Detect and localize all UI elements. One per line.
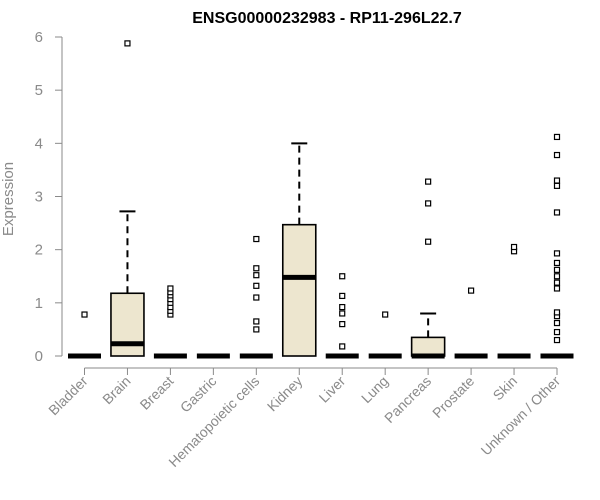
outlier-point [253,272,260,279]
outlier-point [425,238,432,245]
outlier-point [81,311,88,318]
chart-title: ENSG00000232983 - RP11-296L22.7 [192,10,462,27]
outlier-point [339,273,346,280]
box-group [153,285,187,359]
outlier-point [167,285,174,292]
outlier-point [553,250,561,257]
outlier-point [553,319,561,327]
outlier-point [382,311,389,318]
box-group [325,273,359,359]
outlier-point [253,318,260,325]
outlier-point [339,343,346,350]
outlier-point [553,266,561,273]
box-group [454,287,488,359]
outlier-point [253,326,260,333]
outlier-point [553,285,561,292]
x-tick-label: Kidney [264,373,306,415]
box-group [281,142,317,357]
x-tick-label: Gastric [177,373,220,416]
x-tick-label: Prostate [429,373,477,421]
outlier-point [553,177,561,184]
outlier-point [553,209,561,216]
outlier-point [553,336,561,344]
outlier-point [553,273,561,280]
boxes [68,40,574,359]
box-group [540,133,574,359]
outlier-point [253,282,260,289]
outlier-point [339,321,346,328]
outlier-point [553,309,561,316]
box [281,223,317,357]
y-tick-label: 2 [35,242,43,259]
box-group [110,40,145,357]
y-tick-label: 1 [35,295,43,312]
y-tick-label: 4 [35,135,43,152]
x-tick-label: Skin [490,373,521,404]
y-tick-label: 6 [35,29,43,46]
x-tick-label: Brain [99,373,133,407]
y-tick-label: 0 [35,348,43,365]
outlier-point [510,243,518,251]
y-tick-label: 3 [35,189,43,206]
box [110,292,145,357]
x-tick-label: Bladder [45,373,91,419]
x-tick-label: Breast [137,373,177,413]
outlier-point [467,287,475,294]
outlier-point [339,310,346,317]
y-axis-label: Expression [0,162,17,236]
outlier-point [339,303,346,311]
x-tick-label: Liver [316,373,349,406]
outlier-point [553,182,561,189]
outlier-point [553,259,561,267]
outlier-point [339,292,346,300]
x-tick-label: Unknown / Other [478,373,564,459]
box-group [497,243,531,359]
box-group [410,178,446,359]
outlier-point [553,151,561,159]
box-group [68,311,101,359]
outlier-point [124,40,131,47]
outlier-point [425,178,432,185]
box [410,336,446,357]
outlier-point [553,328,561,336]
outlier-point [253,235,260,243]
outlier-point [553,133,561,141]
box-group [239,235,273,359]
x-tick-label: Pancreas [381,373,434,426]
outlier-point [553,279,561,286]
x-tick-label: Lung [358,373,391,406]
outlier-point [253,294,260,301]
y-tick-label: 5 [35,82,43,99]
outlier-point [253,265,260,272]
outlier-point [425,200,432,207]
box-group [368,311,402,359]
